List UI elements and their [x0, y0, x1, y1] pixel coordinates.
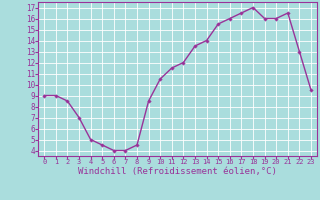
- X-axis label: Windchill (Refroidissement éolien,°C): Windchill (Refroidissement éolien,°C): [78, 167, 277, 176]
